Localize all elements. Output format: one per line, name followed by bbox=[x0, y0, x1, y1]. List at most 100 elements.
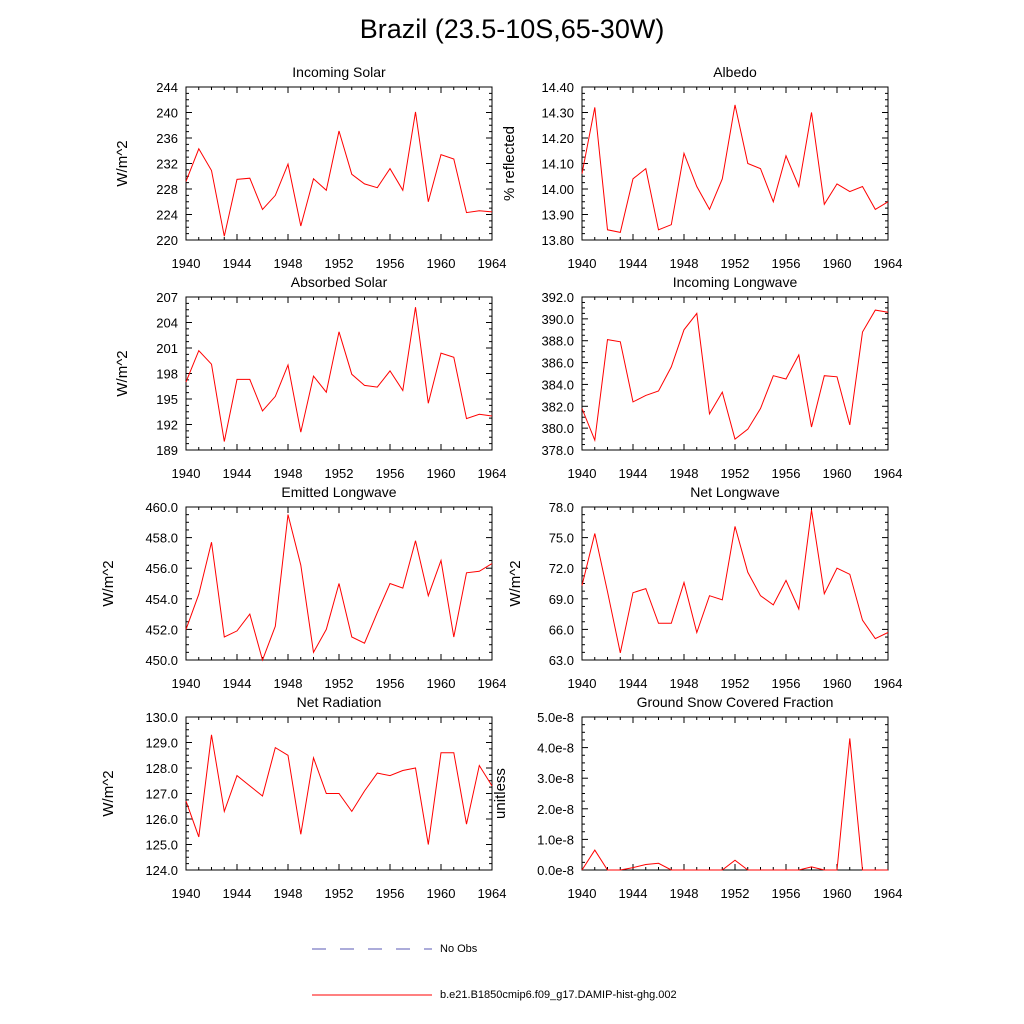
y-tick-label: 3.0e-8 bbox=[537, 771, 574, 786]
x-tick-label: 1948 bbox=[274, 676, 303, 691]
x-tick-label: 1964 bbox=[478, 886, 507, 901]
series-line bbox=[185, 307, 493, 442]
y-tick-label: 452.0 bbox=[145, 622, 178, 637]
y-axis-label: W/m^2 bbox=[114, 350, 131, 396]
y-axis-label: W/m^2 bbox=[114, 140, 131, 186]
y-tick-label: 460.0 bbox=[145, 500, 178, 515]
y-tick-label: 126.0 bbox=[145, 812, 178, 827]
plot-frame bbox=[581, 296, 889, 451]
y-tick-label: 130.0 bbox=[145, 710, 178, 725]
x-tick-label: 1940 bbox=[172, 466, 201, 481]
y-axis-label: W/m^2 bbox=[507, 560, 524, 606]
x-tick-label: 1940 bbox=[172, 676, 201, 691]
x-tick-label: 1956 bbox=[772, 256, 801, 271]
y-tick-label: 388.0 bbox=[541, 334, 574, 349]
y-tick-label: 128.0 bbox=[145, 761, 178, 776]
y-tick-label: 244 bbox=[156, 80, 178, 95]
y-tick-label: 378.0 bbox=[541, 443, 574, 458]
series-line bbox=[581, 510, 889, 654]
y-axis-label: unitless bbox=[492, 768, 509, 819]
y-tick-label: 2.0e-8 bbox=[537, 802, 574, 817]
panel-net-longwave: 1940 1944 1948 1952 1956 1960 1964 63.0 66.0 69.0… bbox=[507, 484, 902, 691]
y-tick-label: 189 bbox=[156, 443, 178, 458]
y-tick-label: 14.00 bbox=[541, 182, 574, 197]
y-axis-label: W/m^2 bbox=[100, 560, 117, 606]
y-tick-label: 125.0 bbox=[145, 838, 178, 853]
y-tick-label: 192 bbox=[156, 418, 178, 433]
y-tick-label: 14.10 bbox=[541, 157, 574, 172]
plot-frame bbox=[185, 296, 493, 451]
panel-incoming-longwave: 1940 1944 1948 1952 1956 1960 1964 378.0 380.0 38… bbox=[541, 274, 902, 481]
x-tick-label: 1940 bbox=[172, 886, 201, 901]
panel-absorbed-solar: 1940 1944 1948 1952 1956 1960 1964 189 192 195 198… bbox=[114, 274, 506, 481]
y-tick-label: 5.0e-8 bbox=[537, 710, 574, 725]
y-tick-label: 127.0 bbox=[145, 787, 178, 802]
x-tick-label: 1944 bbox=[619, 466, 648, 481]
x-tick-label: 1944 bbox=[223, 886, 252, 901]
y-tick-label: 384.0 bbox=[541, 377, 574, 392]
y-tick-label: 66.0 bbox=[549, 622, 574, 637]
y-tick-label: 382.0 bbox=[541, 399, 574, 414]
page-title: Brazil (23.5-10S,65-30W) bbox=[359, 14, 665, 44]
y-tick-label: 13.90 bbox=[541, 208, 574, 223]
x-tick-label: 1960 bbox=[823, 466, 852, 481]
x-tick-label: 1952 bbox=[721, 676, 750, 691]
y-tick-label: 207 bbox=[156, 290, 178, 305]
y-tick-label: 13.80 bbox=[541, 233, 574, 248]
x-tick-label: 1964 bbox=[874, 256, 903, 271]
y-tick-label: 14.20 bbox=[541, 131, 574, 146]
y-tick-label: 75.0 bbox=[549, 531, 574, 546]
plot-frame bbox=[581, 86, 889, 241]
x-tick-label: 1964 bbox=[874, 466, 903, 481]
y-tick-label: 204 bbox=[156, 316, 178, 331]
x-tick-label: 1948 bbox=[670, 886, 699, 901]
y-axis-label: W/m^2 bbox=[100, 770, 117, 816]
y-tick-label: 201 bbox=[156, 341, 178, 356]
x-tick-label: 1940 bbox=[172, 256, 201, 271]
x-tick-label: 1956 bbox=[376, 256, 405, 271]
x-tick-label: 1940 bbox=[568, 256, 597, 271]
panel-net-radiation: 1940 1944 1948 1952 1956 1960 1964 124.0 125.0 12… bbox=[100, 694, 506, 901]
x-tick-label: 1940 bbox=[568, 886, 597, 901]
x-tick-label: 1956 bbox=[772, 886, 801, 901]
x-tick-label: 1960 bbox=[823, 886, 852, 901]
y-tick-label: 458.0 bbox=[145, 531, 178, 546]
x-tick-label: 1940 bbox=[568, 676, 597, 691]
panel-title: Net Longwave bbox=[690, 484, 780, 500]
y-tick-label: 72.0 bbox=[549, 561, 574, 576]
series-line bbox=[581, 104, 889, 233]
x-tick-label: 1956 bbox=[376, 466, 405, 481]
x-tick-label: 1952 bbox=[721, 256, 750, 271]
x-tick-label: 1944 bbox=[619, 256, 648, 271]
panel-title: Emitted Longwave bbox=[281, 484, 396, 500]
x-tick-label: 1960 bbox=[427, 256, 456, 271]
y-axis-label: % reflected bbox=[501, 126, 518, 201]
y-tick-label: 456.0 bbox=[145, 561, 178, 576]
y-tick-label: 240 bbox=[156, 106, 178, 121]
x-tick-label: 1948 bbox=[670, 256, 699, 271]
y-tick-label: 228 bbox=[156, 182, 178, 197]
y-tick-label: 4.0e-8 bbox=[537, 741, 574, 756]
panel-title: Albedo bbox=[713, 64, 757, 80]
panel-title: Net Radiation bbox=[297, 694, 382, 710]
x-tick-label: 1960 bbox=[427, 676, 456, 691]
x-tick-label: 1944 bbox=[223, 676, 252, 691]
x-tick-label: 1944 bbox=[619, 886, 648, 901]
y-tick-label: 14.40 bbox=[541, 80, 574, 95]
x-tick-label: 1956 bbox=[772, 466, 801, 481]
series-line bbox=[185, 111, 493, 237]
x-tick-label: 1952 bbox=[325, 676, 354, 691]
x-tick-label: 1960 bbox=[427, 466, 456, 481]
series-line bbox=[185, 514, 493, 662]
x-tick-label: 1956 bbox=[376, 676, 405, 691]
series-line bbox=[581, 738, 888, 871]
x-tick-label: 1960 bbox=[823, 256, 852, 271]
panel-title: Absorbed Solar bbox=[291, 274, 388, 290]
x-tick-label: 1944 bbox=[223, 256, 252, 271]
x-tick-label: 1952 bbox=[325, 886, 354, 901]
x-tick-label: 1948 bbox=[274, 886, 303, 901]
y-tick-label: 124.0 bbox=[145, 863, 178, 878]
y-tick-label: 380.0 bbox=[541, 421, 574, 436]
y-tick-label: 454.0 bbox=[145, 592, 178, 607]
